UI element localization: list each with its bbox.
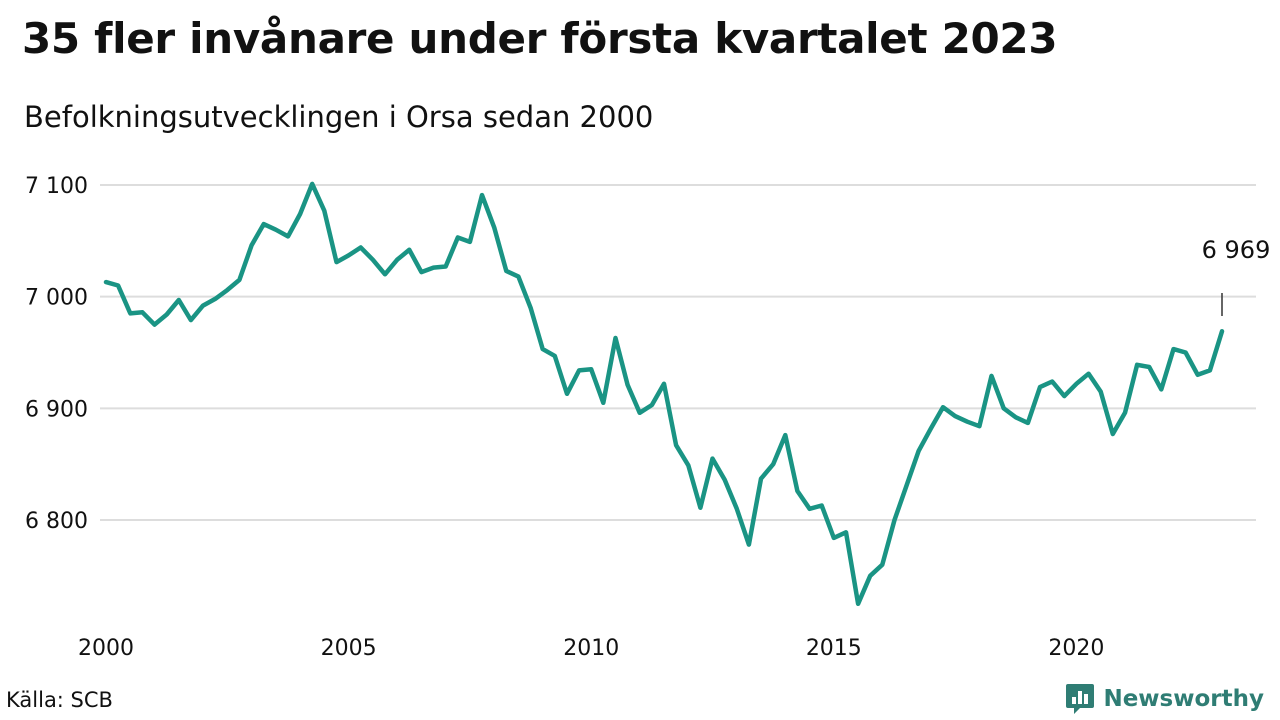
chart-title: 35 fler invånare under första kvartalet … [22, 14, 1058, 63]
chart-subtitle: Befolkningsutvecklingen i Orsa sedan 200… [24, 100, 654, 134]
bar-chart-speech-bubble-icon [1066, 684, 1095, 714]
brand-name: Newsworthy [1103, 686, 1264, 712]
y-tick-label: 7 000 [25, 286, 88, 311]
y-axis-tick-labels: 6 800 6 900 7 000 7 100 [25, 174, 88, 534]
y-tick-label: 6 800 [25, 509, 88, 534]
grid-lines [100, 184, 1256, 521]
x-tick-label: 2015 [806, 636, 862, 661]
x-tick-label: 2020 [1048, 636, 1104, 661]
y-tick-label: 6 900 [25, 397, 88, 422]
x-tick-label: 2010 [563, 636, 619, 661]
source-label: Källa: SCB [6, 688, 113, 712]
series-line [103, 181, 1225, 607]
annotation-layer: 6 969 [1202, 236, 1271, 316]
annotation-label: 6 969 [1202, 236, 1271, 264]
x-tick-label: 2005 [321, 636, 377, 661]
y-tick-label: 7 100 [25, 174, 88, 199]
x-axis-tick-labels: 2000 2005 2010 2015 2020 [78, 636, 1104, 661]
x-tick-label: 2000 [78, 636, 134, 661]
series-layer [103, 181, 1225, 607]
brand-logo: Newsworthy [1065, 682, 1264, 716]
